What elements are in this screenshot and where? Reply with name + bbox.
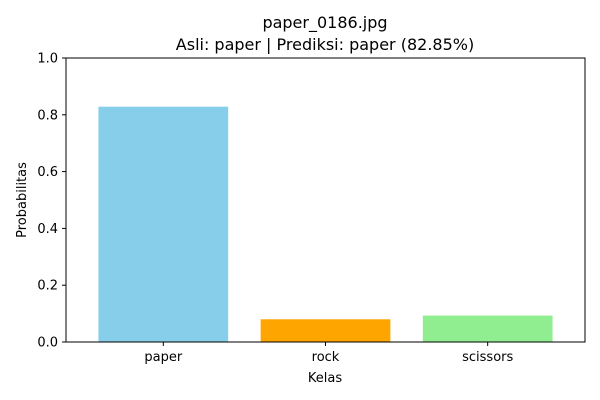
bar-scissors [422, 315, 553, 342]
x-tick-label: scissors [462, 350, 513, 365]
y-axis-ticks: 0.0 0.2 0.4 0.6 0.8 1.0 [37, 52, 66, 351]
x-axis-label: Kelas [308, 371, 342, 386]
chart-title: paper_0186.jpg [262, 13, 387, 33]
y-tick-label: 1.0 [37, 52, 58, 67]
y-tick-label: 0.2 [37, 279, 58, 294]
x-tick-label: rock [312, 350, 340, 365]
plot-frame [65, 57, 586, 343]
chart-subtitle: Asli: paper | Prediksi: paper (82.85%) [176, 35, 474, 54]
y-tick-label: 0.0 [37, 336, 58, 351]
x-tick-label: paper [144, 350, 182, 365]
y-axis-label: Probabilitas [15, 162, 30, 238]
x-axis-ticks: paper rock scissors [144, 342, 513, 365]
bar-rock [260, 319, 391, 342]
bars-group [98, 106, 553, 343]
bar-paper [98, 106, 229, 343]
y-tick-label: 0.6 [37, 165, 58, 180]
y-tick-label: 0.8 [37, 108, 58, 123]
y-tick-label: 0.4 [37, 222, 58, 237]
